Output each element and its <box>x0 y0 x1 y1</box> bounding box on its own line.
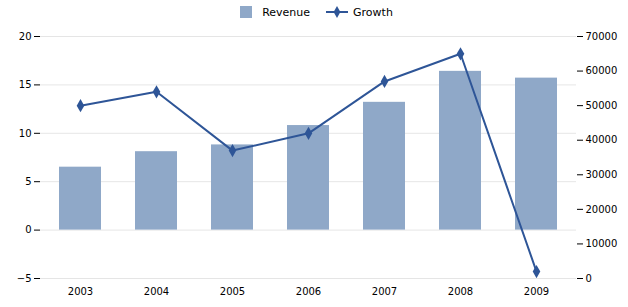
svg-text:10000: 10000 <box>586 238 618 249</box>
svg-text:2003: 2003 <box>68 286 93 297</box>
svg-text:2004: 2004 <box>144 286 169 297</box>
svg-text:50000: 50000 <box>586 100 618 111</box>
svg-text:2005: 2005 <box>220 286 245 297</box>
svg-text:30000: 30000 <box>586 169 618 180</box>
svg-text:2007: 2007 <box>372 286 397 297</box>
html-text:Revenue: Revenue <box>262 5 310 19</box>
svg-text:10: 10 <box>19 128 32 139</box>
svg-text:0: 0 <box>586 273 592 284</box>
svg-text:70000: 70000 <box>586 31 618 42</box>
svg-text:40000: 40000 <box>586 134 618 145</box>
svg-text:20: 20 <box>19 31 32 42</box>
svg-text:15: 15 <box>19 79 32 90</box>
svg-text:2006: 2006 <box>296 286 321 297</box>
svg-text:2008: 2008 <box>448 286 473 297</box>
svg-text:0: 0 <box>25 224 31 235</box>
html-text:Growth: Growth <box>353 5 393 19</box>
svg-text:5: 5 <box>25 176 31 187</box>
svg-text:−5: −5 <box>17 273 32 284</box>
svg-text:20000: 20000 <box>586 204 618 215</box>
svg-text:2009: 2009 <box>524 286 549 297</box>
svg-text:60000: 60000 <box>586 65 618 76</box>
